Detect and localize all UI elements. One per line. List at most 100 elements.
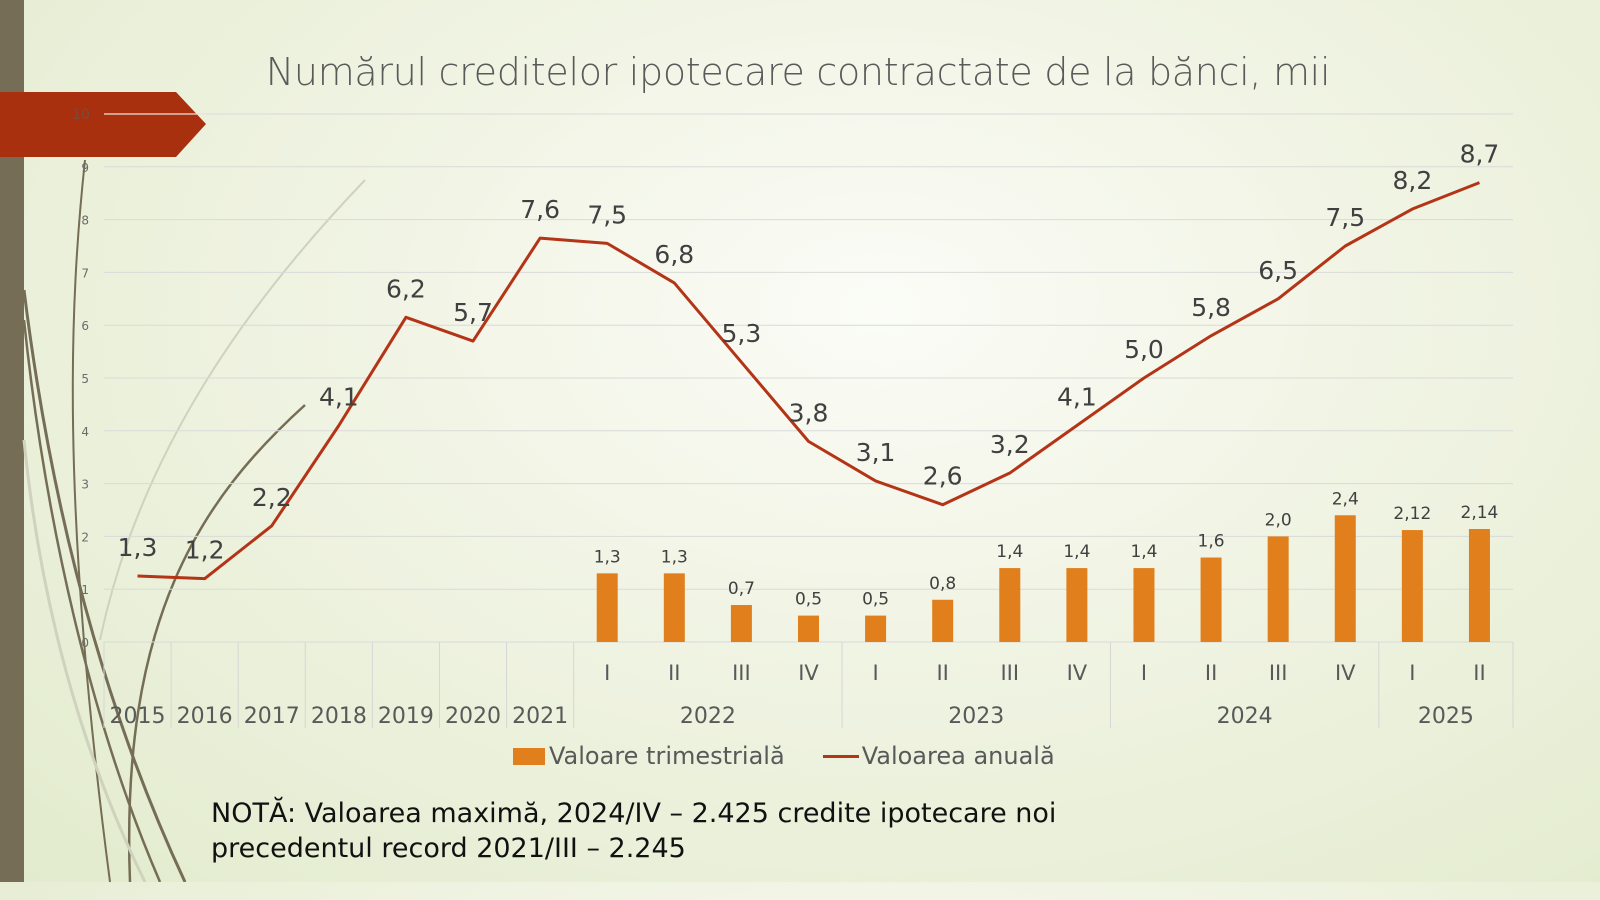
bar-data-labels: 1,3 1,3 0,7 0,5 0,5 0,8 1,4 1,4 1,4 1,6 2,0 2,4 2,12…	[594, 489, 1499, 609]
bar	[663, 573, 685, 642]
decorative-curves	[22, 159, 366, 882]
decor-curve-dark	[127, 404, 306, 882]
line-data-label: 3,8	[789, 398, 829, 427]
line-data-label: 2,2	[252, 483, 292, 512]
decor-curve-thick	[22, 289, 187, 882]
line-data-label: 5,3	[722, 319, 762, 348]
x-tick-label: 2015	[110, 704, 166, 729]
y-tick-label: 6	[81, 319, 89, 333]
line-data-label: 2,6	[923, 462, 963, 491]
bar	[730, 605, 752, 642]
bar	[999, 568, 1021, 642]
bar-data-label: 1,4	[1063, 542, 1090, 562]
line-data-label: 6,2	[386, 274, 426, 303]
decor-curve-light	[99, 179, 366, 641]
bar-data-label: 0,5	[795, 590, 822, 610]
x-tick-label-quarter: III	[1269, 661, 1288, 685]
y-tick-label: 7	[81, 266, 89, 280]
bar-data-label: 2,14	[1461, 503, 1499, 523]
bar	[1133, 568, 1155, 642]
y-tick-label: 1	[81, 583, 89, 597]
bar-data-label: 2,0	[1265, 510, 1292, 530]
bar-data-label: 1,4	[996, 542, 1023, 562]
bar-data-label: 0,8	[929, 574, 956, 594]
line-data-label: 5,0	[1124, 335, 1164, 364]
y-tick-label: 4	[81, 425, 89, 439]
decor-curve-thin	[71, 159, 111, 882]
bar-series	[596, 515, 1490, 642]
chart-legend: Valoare trimestrială Valoarea anuală	[513, 742, 1055, 770]
line-data-label: 8,7	[1460, 140, 1500, 169]
x-tick-label-quarter: I	[872, 661, 878, 685]
bar-data-label: 0,7	[728, 579, 755, 599]
x-tick-label: 2020	[445, 704, 501, 729]
x-tick-label: 2019	[378, 704, 434, 729]
y-tick-label: 0	[81, 636, 89, 650]
y-tick-label-10-overlay: 10	[72, 107, 90, 123]
line-data-label: 7,6	[520, 195, 560, 224]
x-tick-label-quarter: IV	[798, 661, 819, 685]
bar-data-label: 1,6	[1198, 532, 1225, 552]
x-tick-label-quarter: I	[604, 661, 610, 685]
line-data-labels: 1,3 1,2 2,2 4,1 6,2 5,7 7,6 7,5 6,8 5,3 3,8 3,1 2,6 3…	[118, 140, 1500, 565]
line-data-label: 3,2	[990, 430, 1030, 459]
bar-data-label: 0,5	[862, 590, 889, 610]
line-data-label: 7,5	[587, 200, 627, 229]
legend-swatch-line	[822, 754, 859, 758]
x-tick-label-quarter: II	[1473, 661, 1485, 685]
bar	[596, 573, 618, 642]
y-tick-label: 3	[81, 478, 89, 492]
bar	[865, 615, 887, 642]
line-data-label: 6,5	[1258, 256, 1298, 285]
line-data-label: 1,2	[185, 536, 225, 565]
line-data-label: 4,1	[1057, 383, 1097, 412]
legend-label-bar: Valoare trimestrială	[549, 742, 785, 770]
chart-title: Numărul creditelor ipotecare contractate…	[265, 50, 1331, 94]
legend-swatch-bar	[513, 747, 545, 765]
line-data-label: 4,1	[319, 383, 359, 412]
title-ribbon: 10	[0, 92, 206, 157]
line-data-label: 7,5	[1325, 203, 1365, 232]
decor-curve-thick-2	[22, 319, 162, 882]
line-series	[137, 181, 1481, 581]
bar	[1334, 515, 1356, 642]
bar-data-label: 2,12	[1393, 504, 1431, 524]
bar	[1200, 557, 1222, 642]
x-tick-label-quarter: III	[732, 661, 751, 685]
y-tick-label: 8	[81, 214, 89, 228]
y-tick-label: 5	[81, 372, 89, 386]
line-data-label: 5,7	[453, 298, 493, 327]
line-data-label: 1,3	[118, 533, 158, 562]
x-tick-label: 2021	[512, 704, 568, 729]
note-line-1: NOTĂ: Valoarea maximă, 2024/IV – 2.425 c…	[211, 798, 1057, 829]
x-tick-label-quarter: IV	[1335, 661, 1356, 685]
note-text: NOTĂ: Valoarea maximă, 2024/IV – 2.425 c…	[211, 796, 1056, 866]
x-tick-label-quarter: II	[668, 661, 680, 685]
bar	[1468, 529, 1490, 642]
x-group-label: 2022	[680, 704, 736, 729]
x-tick-label: 2017	[244, 704, 300, 729]
decor-curve-pale	[22, 439, 147, 882]
x-tick-label: 2016	[177, 704, 233, 729]
bar-data-label: 1,4	[1130, 542, 1157, 562]
x-group-label: 2023	[948, 704, 1004, 729]
y-tick-label: 9	[81, 161, 89, 175]
note-line-2: precedentul record 2021/III – 2.245	[211, 833, 686, 864]
line-data-label: 8,2	[1392, 166, 1432, 195]
y-axis-ticks: 0 1 2 3 4 5 6 7 8 9	[81, 161, 89, 650]
legend-label-line: Valoarea anuală	[861, 742, 1055, 770]
bar	[932, 599, 954, 642]
x-tick-label-quarter: II	[936, 661, 948, 685]
x-group-label: 2025	[1418, 704, 1474, 729]
x-tick-label-quarter: II	[1205, 661, 1217, 685]
x-tick-label-quarter: I	[1409, 661, 1415, 685]
gridlines	[104, 113, 1513, 643]
x-tick-label: 2018	[311, 704, 367, 729]
line-data-label: 3,1	[856, 438, 896, 467]
y-tick-label: 2	[81, 530, 89, 544]
x-tick-label-quarter: IV	[1067, 661, 1088, 685]
bar-data-label: 2,4	[1332, 489, 1359, 509]
bar-data-label: 1,3	[594, 547, 621, 567]
chart-canvas: 0 1 2 3 4 5 6 7 8 9 2015 2016 2017 2018 2019 2020 2021 I…	[22, 113, 1514, 882]
